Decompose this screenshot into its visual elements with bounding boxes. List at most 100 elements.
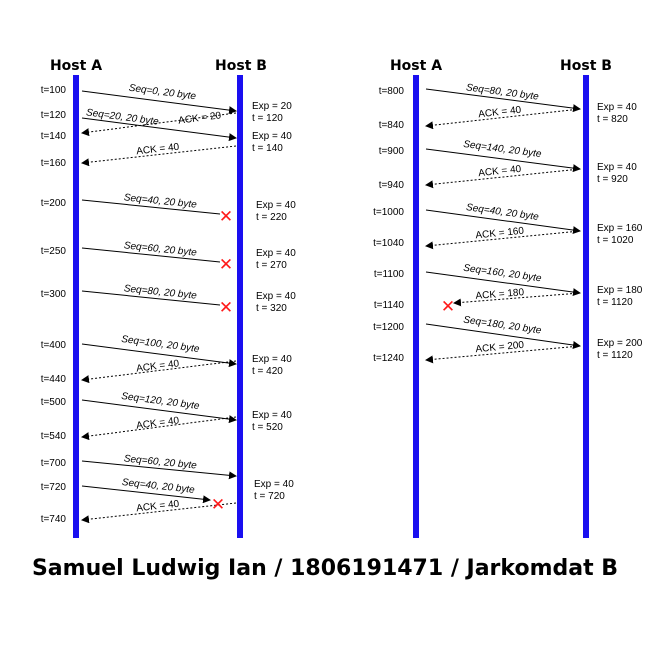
packet-loss-icon: ✕	[219, 298, 233, 318]
note-time: t = 520	[252, 422, 283, 433]
segment-label: Seq=180, 20 byte	[463, 315, 543, 337]
segment-label: Seq=160, 20 byte	[463, 263, 543, 285]
host-b-lifeline	[237, 75, 243, 538]
note-time: t = 820	[597, 114, 628, 125]
time-label: t=500	[41, 397, 67, 408]
host-a-label: Host A	[390, 58, 442, 74]
ack-arrow	[425, 108, 581, 130]
time-label: t=1100	[374, 269, 405, 280]
ack-loss-icon: ✕	[211, 495, 225, 515]
expected-seq-note: Exp = 20	[252, 101, 292, 112]
note-time: t = 720	[254, 491, 285, 502]
ack-label: ACK = 200	[475, 340, 525, 355]
ack-arrow	[81, 112, 237, 137]
segment-arrow	[425, 88, 581, 113]
segment-arrow	[81, 290, 221, 306]
time-label: t=100	[41, 85, 67, 96]
ack-arrow	[425, 230, 581, 250]
time-label: t=720	[41, 482, 67, 493]
note-time: t = 920	[597, 174, 628, 185]
time-label: t=200	[41, 198, 67, 209]
expected-seq-note: Exp = 40	[256, 248, 296, 259]
time-label: t=400	[41, 340, 67, 351]
time-label: t=700	[41, 458, 67, 469]
time-label: t=800	[379, 86, 405, 97]
host-a-label: Host A	[50, 58, 102, 74]
ack-label: ACK = 40	[478, 164, 522, 179]
ack-arrow	[81, 502, 237, 524]
segment-arrow	[425, 271, 581, 297]
ack-label: ACK = 40	[136, 499, 180, 515]
ack-label: ACK = 160	[475, 226, 525, 242]
time-label: t=1240	[373, 353, 404, 364]
host-b-label: Host B	[215, 58, 267, 74]
expected-seq-note: Exp = 40	[597, 102, 637, 113]
time-label: t=440	[41, 374, 67, 385]
ack-label: ACK = 40	[136, 142, 180, 158]
time-label: t=1000	[373, 207, 404, 218]
expected-seq-note: Exp = 40	[252, 354, 292, 365]
segment-arrow	[81, 90, 237, 115]
diagram-right: Host A Host B t=800 t=840 t=900 t=940 t=1000 t=…	[373, 58, 643, 538]
segment-label: Seq=40, 20 byte	[465, 202, 539, 223]
segment-arrow	[81, 485, 211, 504]
expected-seq-note: Exp = 40	[256, 200, 296, 211]
host-a-lifeline	[413, 75, 419, 538]
ack-arrow	[81, 416, 237, 441]
segment-label: Seq=0, 20 byte	[128, 83, 197, 103]
segment-arrow	[81, 343, 237, 368]
time-label: t=900	[379, 146, 405, 157]
time-label: t=740	[41, 514, 67, 525]
ack-arrow	[425, 345, 581, 364]
segment-arrow	[81, 247, 221, 263]
time-label: t=300	[41, 289, 67, 300]
ack-arrow	[425, 168, 581, 189]
note-time: t = 120	[252, 113, 283, 124]
time-label: t=160	[41, 158, 67, 169]
ack-label: ACK = 40	[136, 358, 181, 374]
time-label: t=840	[379, 120, 405, 131]
expected-seq-note: Exp = 40	[256, 291, 296, 302]
segment-arrow	[81, 460, 237, 480]
segment-arrow	[81, 117, 237, 142]
note-time: t = 1020	[597, 235, 634, 246]
expected-seq-note: Exp = 40	[597, 162, 637, 173]
author-caption: Samuel Ludwig Ian / 1806191471 / Jarkomd…	[31, 556, 619, 581]
note-time: t = 270	[256, 260, 287, 271]
ack-arrow	[81, 145, 237, 167]
time-label: t=540	[41, 431, 67, 442]
expected-seq-note: Exp = 40	[252, 131, 292, 142]
segment-label: Seq=100, 20 byte	[121, 334, 201, 355]
ack-label: ACK = 40	[478, 105, 522, 121]
packet-loss-icon: ✕	[219, 255, 233, 275]
host-a-lifeline	[73, 75, 79, 538]
expected-seq-note: Exp = 160	[597, 223, 643, 234]
time-label: t=1140	[374, 300, 405, 311]
note-time: t = 1120	[597, 297, 633, 308]
expected-seq-note: Exp = 40	[252, 410, 292, 421]
time-label: t=250	[41, 246, 67, 257]
ack-arrow	[453, 292, 581, 307]
packet-loss-icon: ✕	[219, 207, 233, 227]
expected-seq-note: Exp = 200	[597, 338, 643, 349]
segment-arrow	[81, 199, 221, 215]
ack-loss-icon: ✕	[441, 297, 455, 317]
time-label: t=940	[379, 180, 405, 191]
host-b-label: Host B	[560, 58, 612, 74]
note-time: t = 140	[252, 143, 283, 154]
segment-arrow	[425, 323, 581, 349]
segment-label: Seq=140, 20 byte	[463, 139, 543, 160]
time-label: t=120	[41, 110, 67, 121]
ack-label: ACK = 20	[178, 110, 223, 127]
segment-arrow	[81, 399, 237, 424]
ack-label: ACK = 180	[475, 287, 525, 302]
note-time: t = 320	[256, 303, 287, 314]
host-b-lifeline	[583, 75, 589, 538]
ack-label: ACK = 40	[136, 415, 181, 432]
segment-label: Seq=80, 20 byte	[465, 82, 539, 102]
note-time: t = 420	[252, 366, 283, 377]
time-label: t=1040	[373, 238, 404, 249]
segment-arrow	[425, 148, 581, 173]
time-label: t=1200	[373, 322, 404, 333]
